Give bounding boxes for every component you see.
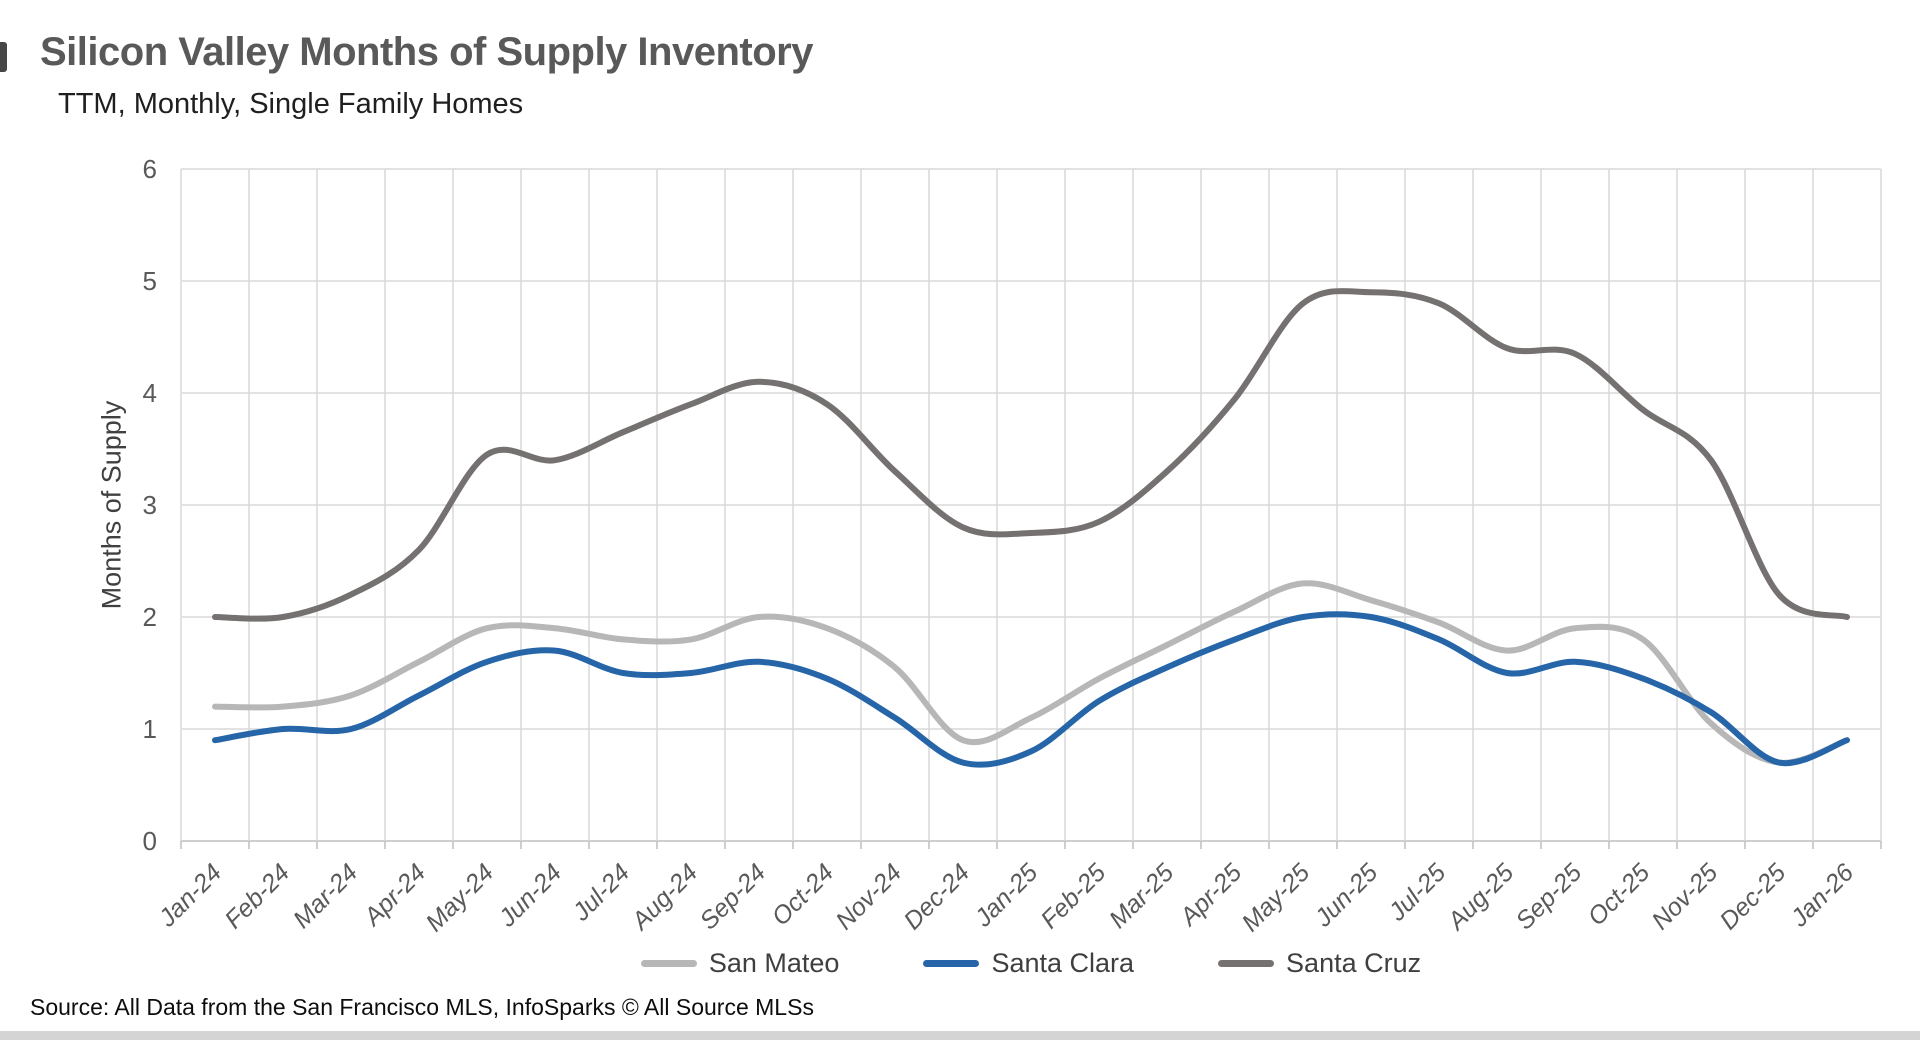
x-tick-label: Dec-25 [1714, 858, 1791, 935]
x-tick-label: Sep-25 [1510, 858, 1587, 935]
x-tick-label: Apr-25 [1173, 858, 1247, 932]
x-tick-label: Jul-24 [567, 858, 636, 927]
y-tick-label: 2 [143, 602, 157, 632]
x-tick-label: Jan-25 [969, 858, 1044, 933]
san-mateo-line-swatch [640, 959, 697, 967]
x-tick-label: Nov-24 [830, 858, 907, 935]
x-tick-label: Feb-25 [1035, 858, 1111, 934]
x-tick-label: May-24 [420, 858, 499, 937]
x-tick-label: Oct-24 [766, 858, 839, 931]
x-tick-label: Mar-25 [1104, 858, 1180, 934]
santa-cruz-line-swatch [1218, 959, 1275, 967]
x-tick-label: Jul-25 [1383, 858, 1452, 927]
y-tick-label: 1 [143, 714, 157, 744]
x-tick-label: Apr-24 [357, 858, 431, 932]
x-tick-label: Feb-24 [219, 858, 295, 934]
x-tick-label: May-25 [1236, 858, 1315, 937]
x-tick-label: Jan-24 [153, 858, 228, 933]
x-tick-label: Mar-24 [288, 858, 363, 933]
series-line-santa-clara [212, 611, 1850, 768]
legend-item-santa-clara: Santa Clara [923, 948, 1134, 979]
y-tick-label: 4 [143, 378, 157, 408]
x-tick-label: Dec-24 [898, 858, 975, 935]
x-tick-label: Sep-24 [694, 858, 771, 935]
x-tick-label: Jan-26 [1785, 858, 1860, 933]
y-tick-label: 0 [143, 826, 157, 856]
chart-title: Silicon Valley Months of Supply Inventor… [40, 30, 813, 74]
screen-edge-artifact [0, 42, 7, 72]
chart-subtitle: TTM, Monthly, Single Family Homes [58, 88, 524, 120]
chart-legend: San Mateo Santa Clara Santa Cruz [181, 942, 1881, 984]
y-tick-label: 5 [143, 266, 157, 296]
y-tick-label: 3 [143, 490, 157, 520]
legend-item-santa-cruz: Santa Cruz [1218, 948, 1421, 979]
series-line-san-mateo [212, 580, 1850, 766]
source-note: Source: All Data from the San Francisco … [30, 994, 814, 1020]
legend-label-san-mateo: San Mateo [708, 947, 840, 978]
window-bottom-edge [0, 1031, 1920, 1040]
x-tick-label: Jun-25 [1309, 858, 1384, 933]
x-tick-label: Aug-24 [625, 858, 703, 936]
legend-label-santa-cruz: Santa Cruz [1286, 947, 1422, 978]
santa-clara-line-swatch [923, 959, 980, 967]
legend-item-san-mateo: San Mateo [640, 947, 840, 979]
series-line-santa-cruz [212, 288, 1850, 622]
x-tick-label: Nov-25 [1646, 858, 1723, 935]
x-tick-label: Aug-25 [1441, 858, 1519, 936]
y-tick-label: 6 [143, 154, 157, 184]
legend-label-santa-clara: Santa Clara [991, 947, 1135, 978]
x-tick-label: Oct-25 [1582, 858, 1655, 931]
x-tick-label: Jun-24 [493, 858, 568, 933]
